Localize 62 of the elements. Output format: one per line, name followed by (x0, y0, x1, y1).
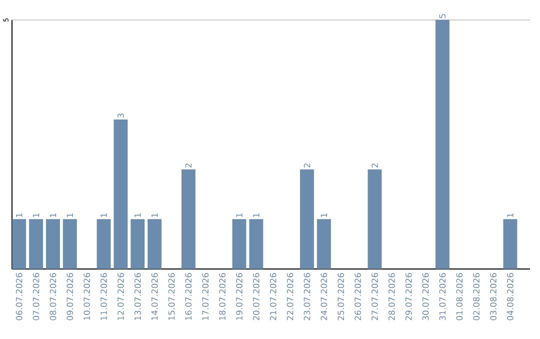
x-tick-label: 03.08.2026 (490, 273, 496, 320)
x-tick-label: 08.07.2026 (50, 273, 56, 320)
bar (96, 219, 111, 270)
bar (436, 20, 450, 270)
data-label: 1 (32, 214, 40, 218)
bar (249, 219, 264, 270)
bar (232, 219, 246, 270)
x-tick-label: 12.07.2026 (118, 273, 124, 320)
x-tick-label: 07.07.2026 (32, 273, 40, 320)
x-tick-label: 14.07.2026 (151, 273, 158, 320)
bar (29, 219, 44, 270)
data-label: 2 (372, 164, 378, 168)
x-tick-label: 20.07.2026 (253, 273, 260, 320)
x-tick-label: 31.07.2026 (439, 273, 446, 320)
x-tick-label: 28.07.2026 (388, 273, 395, 320)
data-label: 2 (185, 164, 192, 168)
bar (12, 219, 26, 270)
x-tick-label: 09.07.2026 (66, 273, 74, 320)
x-tick-label: 11.07.2026 (100, 273, 107, 320)
x-tick-label: 30.07.2026 (422, 273, 429, 320)
bar (130, 219, 145, 270)
bar (181, 170, 196, 270)
data-label: 1 (236, 214, 242, 218)
x-tick-label: 06.07.2026 (16, 273, 22, 320)
x-tick-label: 01.08.2026 (456, 273, 463, 320)
x-tick-label: 25.07.2026 (338, 273, 344, 320)
x-tick-label: 16.07.2026 (185, 273, 192, 320)
data-label: 5 (439, 14, 446, 18)
data-label: 1 (507, 214, 514, 218)
x-tick-label: 27.07.2026 (372, 273, 378, 320)
data-label: 2 (304, 164, 310, 168)
bar (62, 219, 77, 270)
x-tick-label: 17.07.2026 (202, 273, 209, 320)
x-tick-label: 24.07.2026 (320, 273, 328, 320)
bar (503, 219, 518, 270)
data-label: 1 (320, 214, 328, 218)
x-tick-label: 26.07.2026 (354, 273, 361, 320)
data-label: 1 (100, 214, 107, 218)
bar (46, 219, 60, 270)
x-tick-label: 02.08.2026 (473, 273, 480, 320)
x-tick-label: 15.07.2026 (168, 273, 175, 320)
x-tick-label: 22.07.2026 (286, 273, 294, 320)
data-label: 1 (50, 214, 56, 218)
x-tick-label: 21.07.2026 (270, 273, 276, 320)
bar (114, 120, 128, 270)
x-tick-label: 10.07.2026 (84, 273, 90, 320)
data-label: 1 (134, 214, 141, 218)
x-tick-label: 23.07.2026 (304, 273, 310, 320)
bar (148, 219, 162, 270)
x-tick-label: 18.07.2026 (219, 273, 226, 320)
bar (300, 170, 314, 270)
data-label: 1 (66, 214, 73, 218)
bar (368, 170, 382, 270)
data-label: 1 (253, 214, 260, 218)
x-tick-label: 19.07.2026 (236, 273, 242, 320)
data-label: 3 (118, 114, 124, 118)
bar (316, 219, 331, 270)
x-tick-label: 04.08.2026 (507, 273, 514, 320)
x-tick-label: 29.07.2026 (405, 273, 412, 320)
data-label: 1 (152, 214, 158, 218)
data-label: 1 (16, 214, 22, 218)
x-tick-label: 13.07.2026 (134, 273, 141, 320)
